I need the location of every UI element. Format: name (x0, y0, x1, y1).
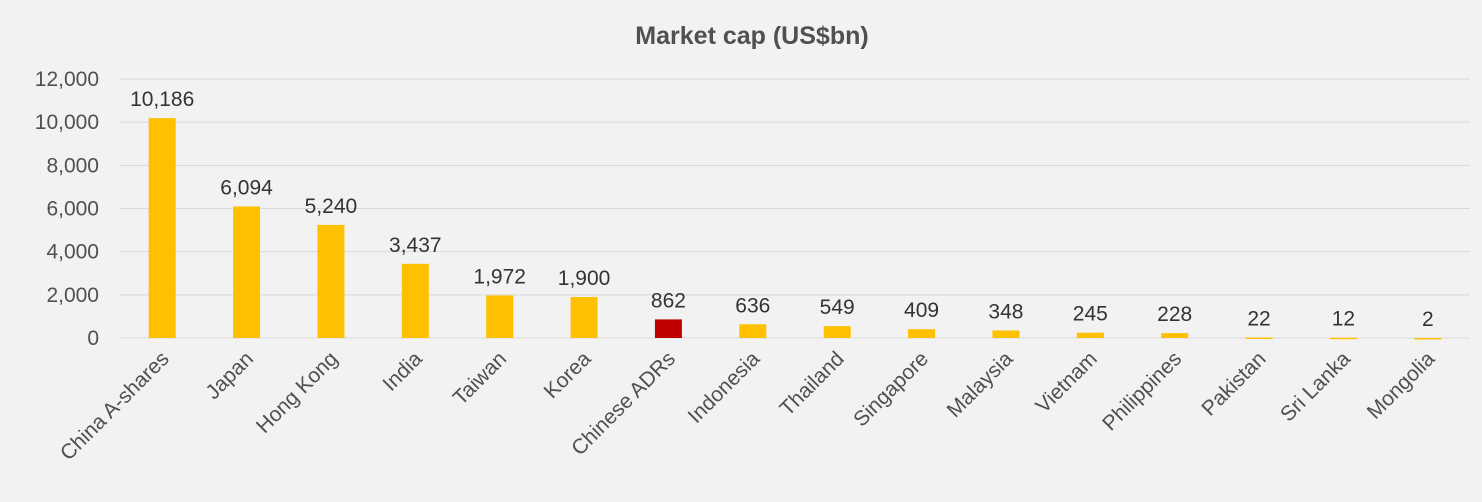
bar (823, 326, 851, 338)
bar (992, 330, 1020, 338)
x-tick-label: Japan (201, 347, 258, 404)
y-axis-tick-labels: 0 2,000 4,000 6,000 8,000 10,000 12,000 (35, 68, 99, 350)
bar (233, 206, 261, 338)
x-tick-label: Vietnam (1031, 347, 1101, 417)
data-label: 862 (651, 289, 686, 312)
bar (317, 224, 345, 338)
data-label: 245 (1073, 303, 1108, 326)
data-label: 3,437 (389, 234, 442, 257)
x-tick-label: Taiwan (449, 347, 511, 409)
bar (1329, 337, 1357, 340)
data-label: 228 (1157, 303, 1192, 326)
data-label: 549 (820, 296, 855, 319)
data-label: 1,972 (473, 265, 526, 288)
x-tick-label: Singapore (849, 347, 933, 431)
x-tick-label: Pakistan (1197, 347, 1270, 420)
bar (486, 295, 514, 338)
x-tick-label: Philippines (1098, 347, 1186, 435)
gridlines (120, 78, 1470, 339)
y-tick-label: 0 (87, 327, 99, 350)
data-label: 348 (988, 300, 1023, 323)
bar (1076, 332, 1104, 338)
y-tick-label: 4,000 (46, 241, 99, 264)
x-tick-label: Hong Kong (252, 347, 343, 438)
data-labels: 10,186 6,094 5,240 3,437 1,972 1,900 862 636 549… (130, 88, 1434, 331)
bar (908, 329, 936, 338)
bar (1414, 337, 1442, 340)
x-tick-label: Sri Lanka (1276, 347, 1355, 426)
y-tick-label: 12,000 (35, 68, 99, 91)
bar (401, 263, 429, 338)
bars (148, 118, 1442, 340)
bar (1245, 337, 1273, 340)
bar (570, 296, 598, 338)
data-label: 10,186 (130, 88, 194, 111)
data-label: 636 (735, 294, 770, 317)
y-tick-label: 10,000 (35, 111, 99, 134)
bar (739, 324, 767, 338)
y-tick-label: 2,000 (46, 284, 99, 307)
data-label: 22 (1247, 308, 1270, 331)
x-tick-label: Mongolia (1363, 347, 1440, 424)
y-tick-label: 8,000 (46, 154, 99, 177)
data-label: 6,094 (220, 176, 273, 199)
x-tick-label: India (378, 347, 427, 396)
x-tick-label: Thailand (775, 347, 848, 420)
chart-title: Market cap (US$bn) (635, 22, 869, 50)
y-tick-label: 6,000 (46, 198, 99, 221)
data-label: 409 (904, 299, 939, 322)
x-tick-label: China A-shares (56, 347, 174, 465)
bar (148, 118, 176, 339)
x-tick-label: Korea (540, 347, 596, 403)
x-tick-label: Indonesia (684, 347, 765, 428)
data-label: 5,240 (305, 195, 358, 218)
data-label: 2 (1422, 308, 1434, 331)
bar (654, 319, 682, 338)
bar (1161, 333, 1189, 338)
data-label: 12 (1332, 308, 1355, 331)
x-tick-label: Malaysia (943, 347, 1018, 422)
data-label: 1,900 (558, 267, 611, 290)
